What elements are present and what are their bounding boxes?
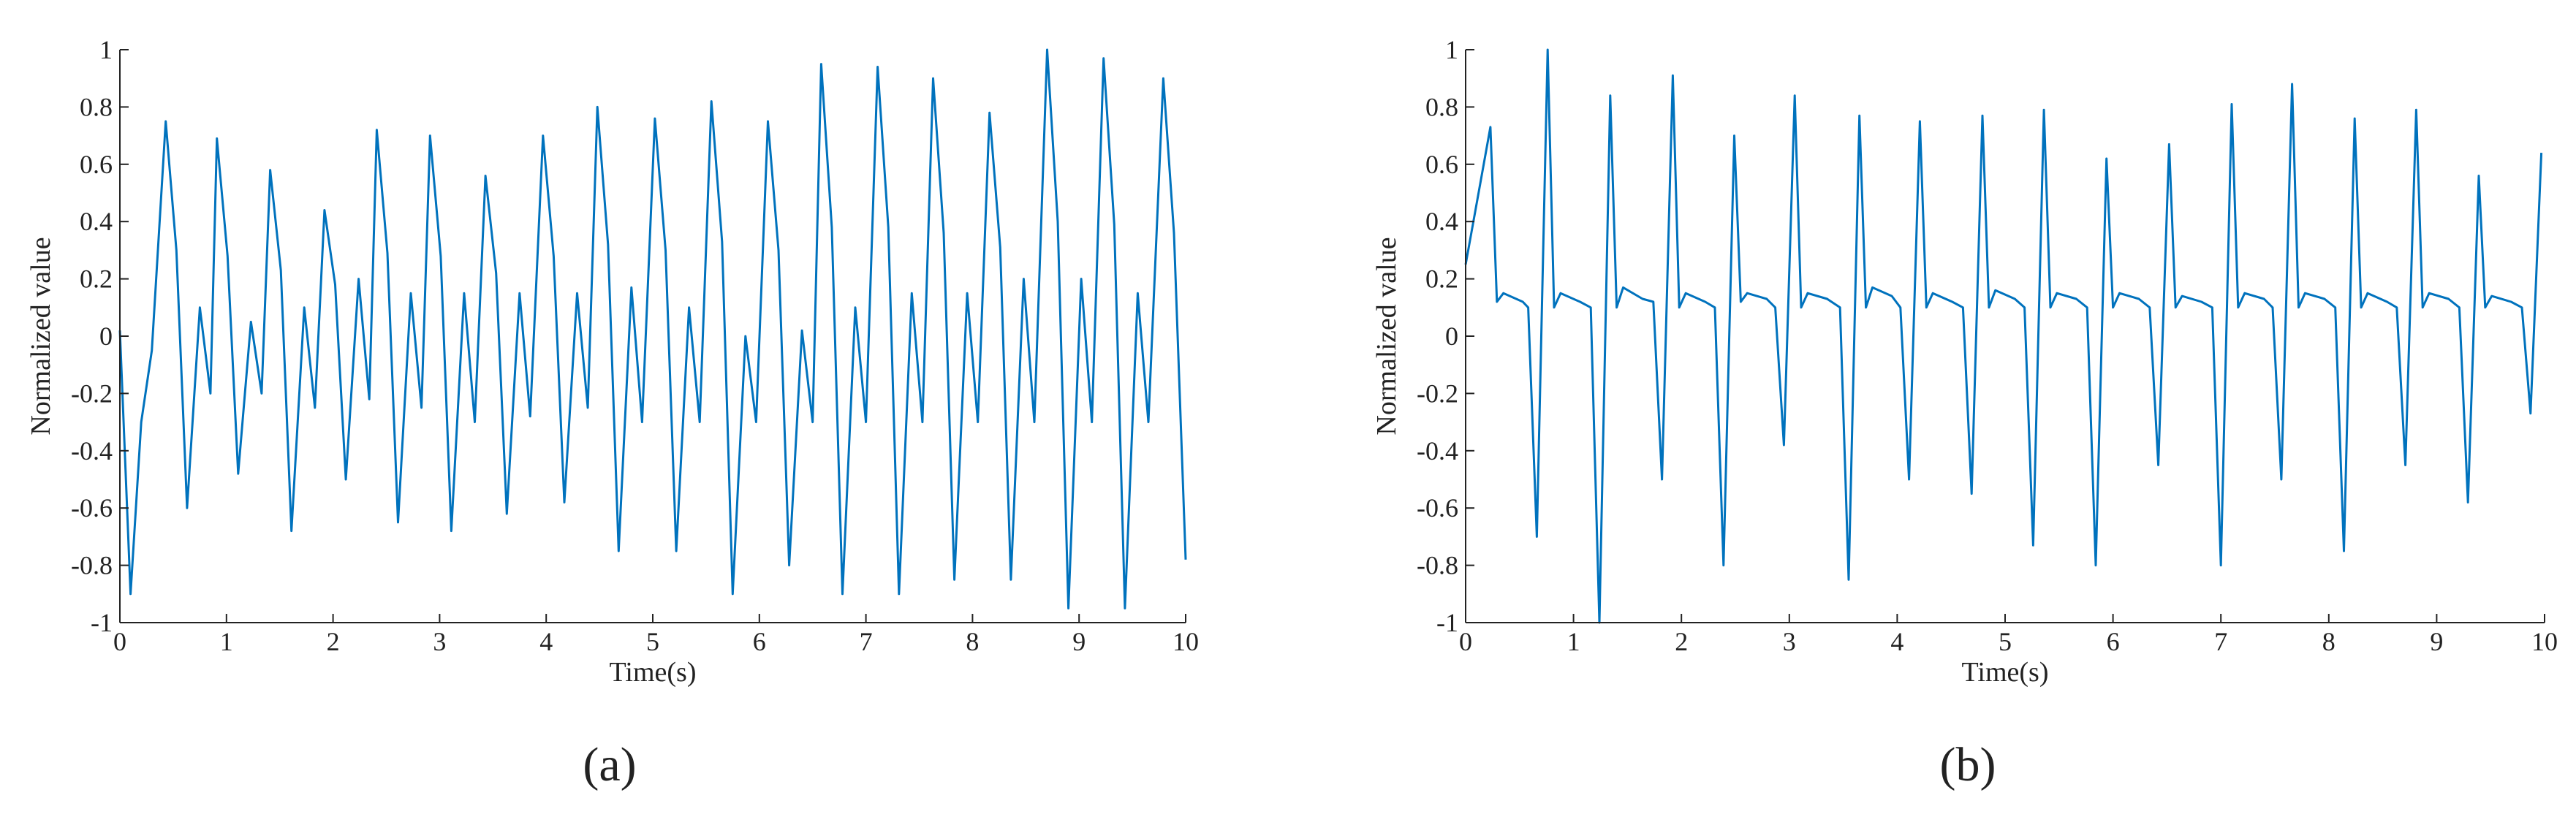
y-tick-label: 0.8 <box>80 92 113 121</box>
x-tick-label: 4 <box>1890 627 1903 656</box>
y-tick-label: 1 <box>1445 35 1458 64</box>
x-tick-label: 7 <box>860 627 873 656</box>
y-tick-label: 0.6 <box>1425 150 1458 179</box>
x-tick-label: 6 <box>753 627 766 656</box>
y-tick-label: -0.2 <box>71 379 113 408</box>
chart: 0 1 2 3 4 5 6 7 8 9 10 -1 -0.8 -0.6 -0.4 -0.2 0 0.2 0.4 0.6… <box>26 35 1199 791</box>
x-tick-label: 9 <box>1072 627 1086 656</box>
x-tick-label: 0 <box>113 627 126 656</box>
chart: 0 1 2 3 4 5 6 7 8 9 10 -1 -0.8 -0.6 -0.4 -0.2 0 0.2 0.4 0.6… <box>1371 35 2558 791</box>
x-tick-label: 1 <box>220 627 233 656</box>
x-tick-label: 5 <box>646 627 659 656</box>
y-tick-label: -0.8 <box>1417 551 1458 580</box>
x-tick-label: 0 <box>1459 627 1472 656</box>
x-tick-label: 9 <box>2430 627 2443 656</box>
y-tick-label: -0.6 <box>1417 493 1458 522</box>
y-tick-label: 0.2 <box>1425 265 1458 294</box>
y-axis-label: Normalized value <box>1371 237 1402 435</box>
y-tick-label: -1 <box>91 608 113 637</box>
x-tick-label: 8 <box>966 627 979 656</box>
x-tick-label: 2 <box>1675 627 1688 656</box>
x-axis-label: Time(s) <box>610 657 697 688</box>
x-tick-label: 10 <box>2531 627 2558 656</box>
x-tick-label: 3 <box>1783 627 1796 656</box>
x-tick-label: 1 <box>1567 627 1580 656</box>
x-tick-label: 10 <box>1173 627 1199 656</box>
x-tick-label: 4 <box>539 627 553 656</box>
x-tick-label: 3 <box>433 627 446 656</box>
y-tick-label: 1 <box>99 35 113 64</box>
y-tick-label: 0.6 <box>80 150 113 179</box>
x-axis-label: Time(s) <box>1962 657 2049 688</box>
y-tick-label: 0.2 <box>80 265 113 294</box>
x-tick-label: 5 <box>1999 627 2012 656</box>
y-tick-label: 0 <box>99 322 113 351</box>
y-tick-label: -1 <box>1436 608 1458 637</box>
panel-label: (b) <box>1940 738 1996 791</box>
y-axis-label: Normalized value <box>26 237 56 435</box>
x-tick-label: 8 <box>2322 627 2336 656</box>
y-tick-label: -0.8 <box>71 551 113 580</box>
x-tick-label: 6 <box>2107 627 2120 656</box>
x-tick-label: 7 <box>2214 627 2227 656</box>
signal-line <box>118 48 1187 609</box>
y-tick-label: 0.4 <box>1425 207 1458 236</box>
y-tick-label: 0 <box>1445 322 1458 351</box>
panel-label: (a) <box>583 738 636 791</box>
y-tick-label: 0.8 <box>1425 92 1458 121</box>
y-tick-label: -0.6 <box>71 493 113 522</box>
y-tick-label: 0.4 <box>80 207 113 236</box>
x-tick-label: 2 <box>327 627 340 656</box>
signal-line <box>1464 48 2543 624</box>
y-tick-label: -0.4 <box>71 436 113 466</box>
y-tick-label: -0.4 <box>1417 436 1458 466</box>
y-tick-label: -0.2 <box>1417 379 1458 408</box>
